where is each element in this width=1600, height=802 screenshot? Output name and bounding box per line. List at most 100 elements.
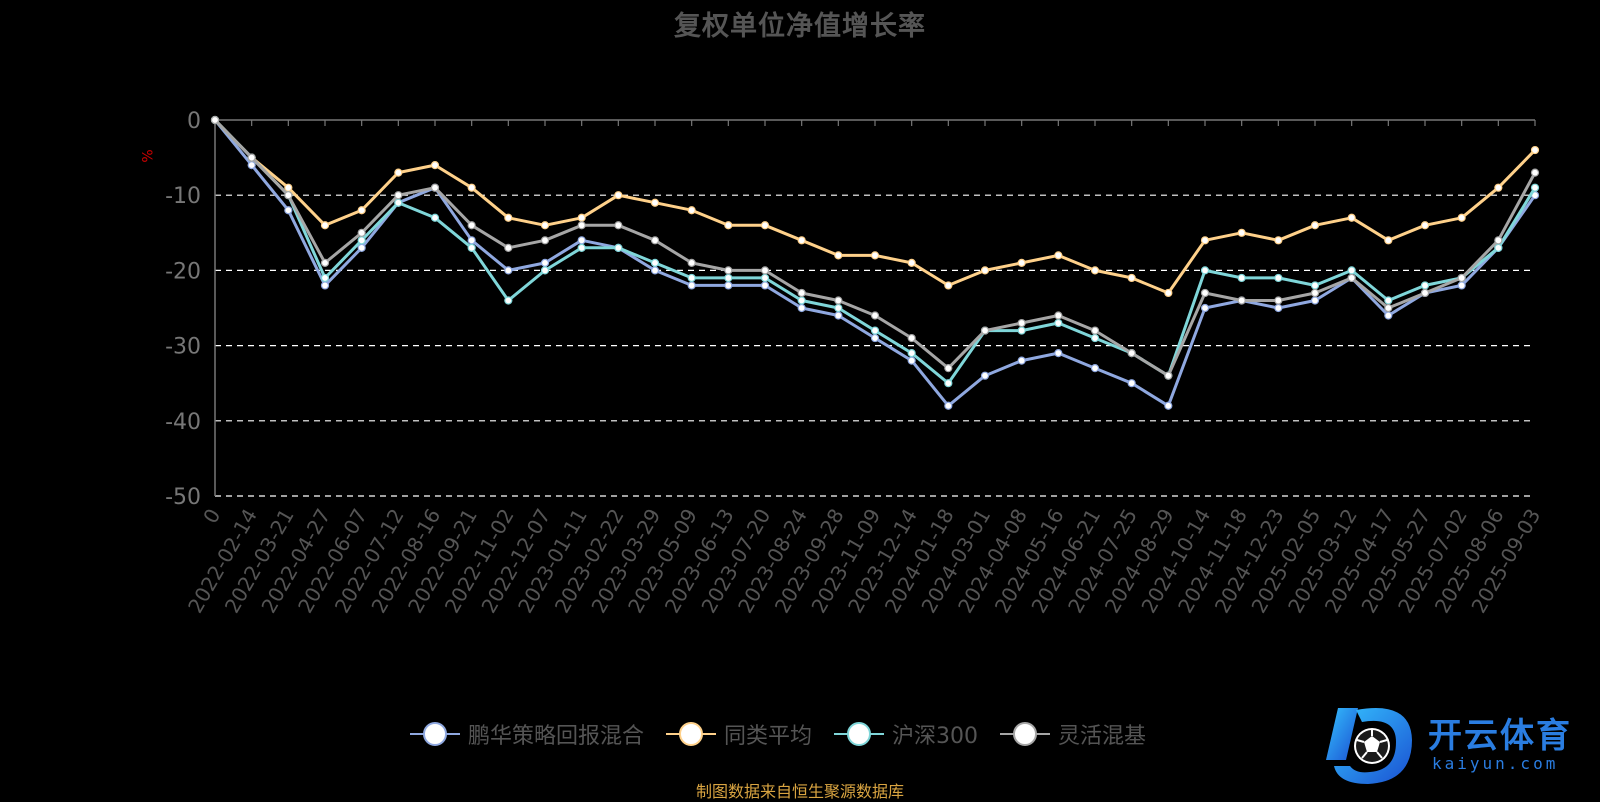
data-point [357,243,366,252]
data-point [1420,288,1430,298]
legend-item[interactable]: 鹏华策略回报混合 [410,718,644,750]
data-point [430,161,440,170]
data-point [834,251,843,260]
data-point [1090,326,1100,335]
y-tick-label: -30 [165,335,201,360]
data-point [320,221,330,230]
data-point [577,213,586,222]
data-point [1274,296,1283,305]
data-point [870,333,880,343]
y-tick-label: 0 [187,109,201,134]
data-point [320,273,330,283]
data-point [1530,145,1540,155]
data-point [577,221,586,230]
data-point [760,221,770,230]
y-tick-label: -50 [165,485,201,510]
data-point [1017,258,1026,267]
data-point [870,251,880,260]
data-point [1384,311,1393,320]
data-point [1530,168,1540,177]
data-point [907,349,916,358]
data-point [1164,401,1173,410]
data-point [870,326,880,335]
data-point [1457,281,1466,290]
data-point [1347,213,1356,222]
data-point [504,213,513,222]
data-point [1127,379,1136,388]
data-point [1347,273,1356,283]
data-point [797,296,806,305]
series-1 [210,115,1540,298]
data-point [504,296,513,305]
data-point [467,183,476,192]
data-point [1164,288,1173,298]
data-point [247,161,256,170]
data-point [944,401,953,410]
data-point [284,191,293,200]
data-point [540,236,550,245]
data-point [210,115,220,125]
data-point [614,221,623,230]
data-point [1310,221,1320,230]
data-point [467,236,476,245]
kaiyun-logo-icon [1326,708,1412,784]
series-line [213,118,1537,295]
data-point [284,206,293,215]
data-point [284,183,293,192]
data-point [1017,326,1026,335]
data-point [1457,213,1466,222]
data-point [357,228,366,237]
data-point [1310,288,1320,298]
y-tick-label: -40 [165,410,201,435]
y-tick-label: -20 [165,259,201,284]
data-point [320,281,330,290]
grid [215,194,1535,497]
legend-item[interactable]: 同类平均 [666,718,812,750]
data-point [760,281,770,290]
data-point [944,379,953,388]
data-point [1164,371,1173,380]
data-point [504,243,513,252]
data-point [1200,266,1210,275]
data-point [1054,318,1063,328]
data-point [1237,273,1246,283]
chart-title: 复权单位净值增长率 [674,11,926,42]
data-point [724,281,733,290]
y-tick-label: -10 [165,184,201,209]
x-tick-labels: 02022-02-142022-03-212022-04-272022-06-0… [183,504,1545,617]
data-point [1090,333,1100,343]
data-point [430,213,440,222]
data-point [1420,281,1430,290]
legend-swatch [666,722,717,746]
data-point [907,356,916,365]
data-point [650,266,660,275]
data-point [614,243,623,252]
data-point [1237,296,1246,305]
data-point [1530,183,1540,192]
data-point [1274,273,1283,283]
x-tick-label: 0 [198,505,225,528]
data-point [504,266,513,275]
data-point [980,326,990,335]
data-point [1200,303,1210,313]
data-point [1017,318,1026,328]
series-0 [210,115,1540,410]
data-point [394,191,403,200]
legend-item[interactable]: 沪深300 [834,718,978,750]
data-point [724,273,733,283]
data-point [650,258,660,267]
data-point [1090,266,1100,275]
data-point [1200,288,1210,298]
data-point [797,236,806,245]
legend-item[interactable]: 灵活混基 [1000,718,1146,750]
data-point [1384,296,1393,305]
data-point [1274,236,1283,245]
data-point [980,371,990,380]
data-point [1310,281,1320,290]
data-point [870,311,880,320]
legend-label: 灵活混基 [1058,724,1147,749]
legend-swatch [410,722,460,746]
legend-label: 同类平均 [724,724,813,749]
data-point [467,221,476,230]
